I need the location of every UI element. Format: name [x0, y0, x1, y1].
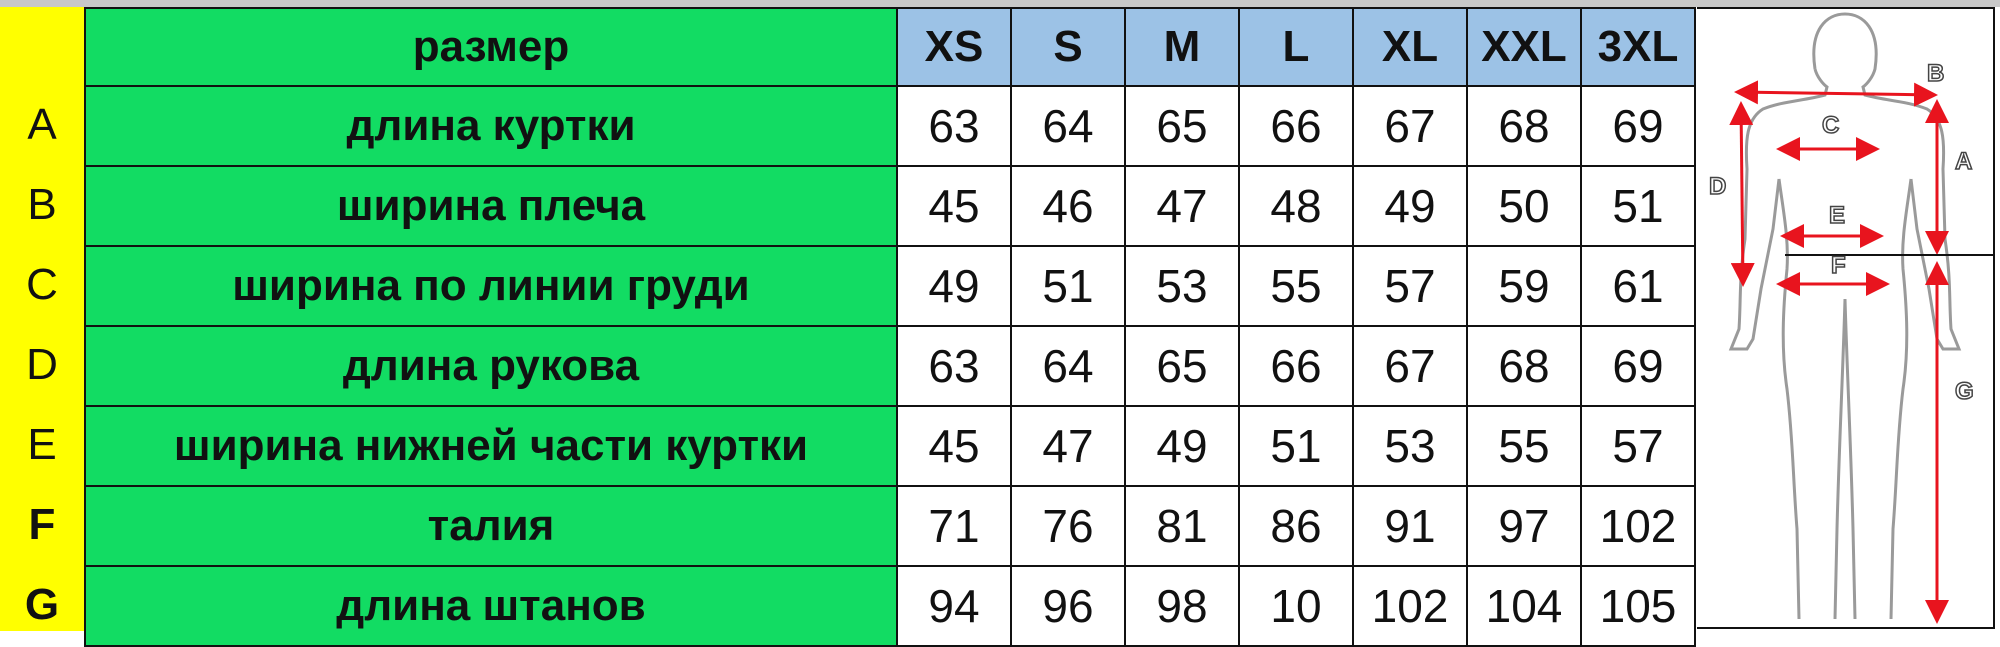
size-header: XS: [896, 7, 1012, 87]
table-row: длина рукова 63 64 65 66 67 68 69: [84, 325, 1696, 407]
header-row: размер XS S M L XL XXL 3XL: [84, 7, 1696, 87]
arrow-d: [1729, 101, 1755, 287]
measurement-value: 51: [1238, 405, 1354, 487]
measurement-value: 57: [1352, 245, 1468, 327]
measurement-value: 51: [1580, 165, 1696, 247]
table-row: длина куртки 63 64 65 66 67 68 69: [84, 85, 1696, 167]
row-letter: F: [28, 500, 56, 549]
measurement-value: 104: [1466, 565, 1582, 647]
measurement-value: 64: [1010, 325, 1126, 407]
measurement-label: ширина нижней части куртки: [84, 405, 898, 487]
measurement-value: 105: [1580, 565, 1696, 647]
measurement-value: 76: [1010, 485, 1126, 567]
measurement-arrows: [1729, 80, 1949, 624]
measurement-value: 51: [1010, 245, 1126, 327]
measurement-value: 94: [896, 565, 1012, 647]
table-row: ширина плеча 45 46 47 48 49 50 51: [84, 165, 1696, 247]
row-letter-column: [0, 7, 84, 631]
table-row: длина штанов 94 96 98 10 102 104 105: [84, 565, 1696, 647]
table-row: ширина по линии груди 49 51 53 55 57 59 61: [84, 245, 1696, 327]
body-outline: [1728, 12, 1962, 620]
measurement-label: длина рукова: [84, 325, 898, 407]
measurement-value: 69: [1580, 85, 1696, 167]
measurement-value: 102: [1352, 565, 1468, 647]
size-table: размер XS S M L XL XXL 3XL длина куртки 6…: [84, 7, 1696, 647]
figure-label-d: D: [1709, 173, 1726, 200]
size-header: XXL: [1466, 7, 1582, 87]
size-header: XL: [1352, 7, 1468, 87]
measurement-value: 65: [1124, 85, 1240, 167]
figure-label-g: G: [1955, 378, 1974, 405]
measurement-value: 91: [1352, 485, 1468, 567]
measurement-value: 48: [1238, 165, 1354, 247]
figure-label-e: E: [1829, 202, 1845, 229]
measurement-value: 53: [1352, 405, 1468, 487]
row-letter: A: [27, 100, 57, 149]
size-header: S: [1010, 7, 1126, 87]
measurement-value: 49: [1124, 405, 1240, 487]
measurement-label: ширина плеча: [84, 165, 898, 247]
measurement-value: 97: [1466, 485, 1582, 567]
measurement-value: 67: [1352, 325, 1468, 407]
measurement-value: 57: [1580, 405, 1696, 487]
measurement-label: ширина по линии груди: [84, 245, 898, 327]
measurement-value: 96: [1010, 565, 1126, 647]
measurement-value: 55: [1466, 405, 1582, 487]
measurement-value: 65: [1124, 325, 1240, 407]
measurement-label: длина штанов: [84, 565, 898, 647]
arrow-b: [1734, 80, 1938, 107]
measurement-value: 53: [1124, 245, 1240, 327]
measurement-value: 67: [1352, 85, 1468, 167]
sheet-top-border: [0, 0, 2000, 7]
body-diagram: B A C D E F G: [1708, 12, 1993, 624]
measurement-value: 59: [1466, 245, 1582, 327]
measurement-value: 49: [896, 245, 1012, 327]
measurement-value: 10: [1238, 565, 1354, 647]
row-letter: G: [24, 580, 60, 629]
measurement-label: талия: [84, 485, 898, 567]
body-measurement-figure: B A C D E F G: [1697, 7, 1995, 629]
measurement-value: 50: [1466, 165, 1582, 247]
figure-label-b: B: [1927, 60, 1944, 87]
measurement-value: 63: [896, 325, 1012, 407]
measurement-value: 47: [1124, 165, 1240, 247]
figure-label-f: F: [1831, 252, 1846, 279]
row-letter: B: [27, 180, 57, 229]
measurement-value: 47: [1010, 405, 1126, 487]
figure-label-a: A: [1955, 148, 1972, 175]
size-header: L: [1238, 7, 1354, 87]
measurement-value: 68: [1466, 85, 1582, 167]
measurement-value: 46: [1010, 165, 1126, 247]
measurement-value: 66: [1238, 85, 1354, 167]
measurement-value: 45: [896, 165, 1012, 247]
measurement-value: 98: [1124, 565, 1240, 647]
header-label: размер: [84, 7, 898, 87]
measurement-value: 49: [1352, 165, 1468, 247]
figure-label-c: C: [1822, 112, 1839, 139]
measurement-value: 63: [896, 85, 1012, 167]
measurement-value: 66: [1238, 325, 1354, 407]
table-row: талия 71 76 81 86 91 97 102: [84, 485, 1696, 567]
row-letter: D: [26, 340, 58, 389]
row-letter: C: [26, 260, 58, 309]
row-letter: E: [27, 420, 57, 469]
measurement-value: 69: [1580, 325, 1696, 407]
size-header: 3XL: [1580, 7, 1696, 87]
size-header: M: [1124, 7, 1240, 87]
measurement-value: 61: [1580, 245, 1696, 327]
measurement-label: длина куртки: [84, 85, 898, 167]
table-row: ширина нижней части куртки 45 47 49 51 53 55 57: [84, 405, 1696, 487]
measurement-value: 71: [896, 485, 1012, 567]
measurement-value: 81: [1124, 485, 1240, 567]
measurement-value: 68: [1466, 325, 1582, 407]
measurement-value: 102: [1580, 485, 1696, 567]
measurement-value: 45: [896, 405, 1012, 487]
measurement-value: 64: [1010, 85, 1126, 167]
measurement-value: 55: [1238, 245, 1354, 327]
measurement-value: 86: [1238, 485, 1354, 567]
